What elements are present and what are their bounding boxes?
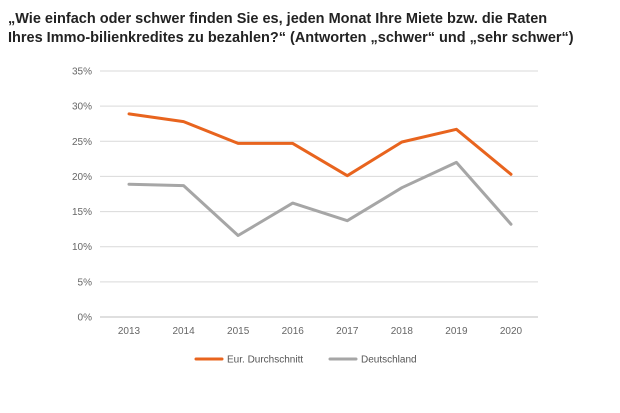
- x-tick-label: 2020: [500, 326, 523, 337]
- chart-title-line-1: „Wie einfach oder schwer finden Sie es, …: [8, 11, 548, 27]
- x-tick-label: 2014: [172, 326, 195, 337]
- y-tick-label: 25%: [72, 137, 92, 148]
- y-tick-label: 10%: [72, 242, 92, 253]
- y-tick-label: 5%: [78, 277, 93, 288]
- y-tick-label: 20%: [72, 172, 92, 183]
- y-tick-label: 30%: [72, 102, 92, 113]
- legend-label: Deutschland: [361, 355, 417, 366]
- series-line-eur-durchschnitt: [127, 112, 513, 178]
- legend-label: Eur. Durchschnitt: [227, 355, 303, 366]
- x-tick-label: 2018: [391, 326, 414, 337]
- x-tick-label: 2017: [336, 326, 359, 337]
- x-tick-label: 2015: [227, 326, 250, 337]
- y-tick-label: 0%: [78, 313, 93, 324]
- x-tick-label: 2016: [282, 326, 305, 337]
- y-tick-label: 15%: [72, 207, 92, 218]
- x-tick-label: 2013: [118, 326, 141, 337]
- y-tick-label: 35%: [72, 67, 92, 78]
- chart-title: „Wie einfach oder schwer finden Sie es, …: [8, 10, 612, 48]
- series-line-deutschland: [127, 160, 513, 237]
- x-tick-label: 2019: [445, 326, 468, 337]
- chart-title-line-2: Ihres Immo-bilienkredites zu bezahlen?“ …: [8, 30, 574, 46]
